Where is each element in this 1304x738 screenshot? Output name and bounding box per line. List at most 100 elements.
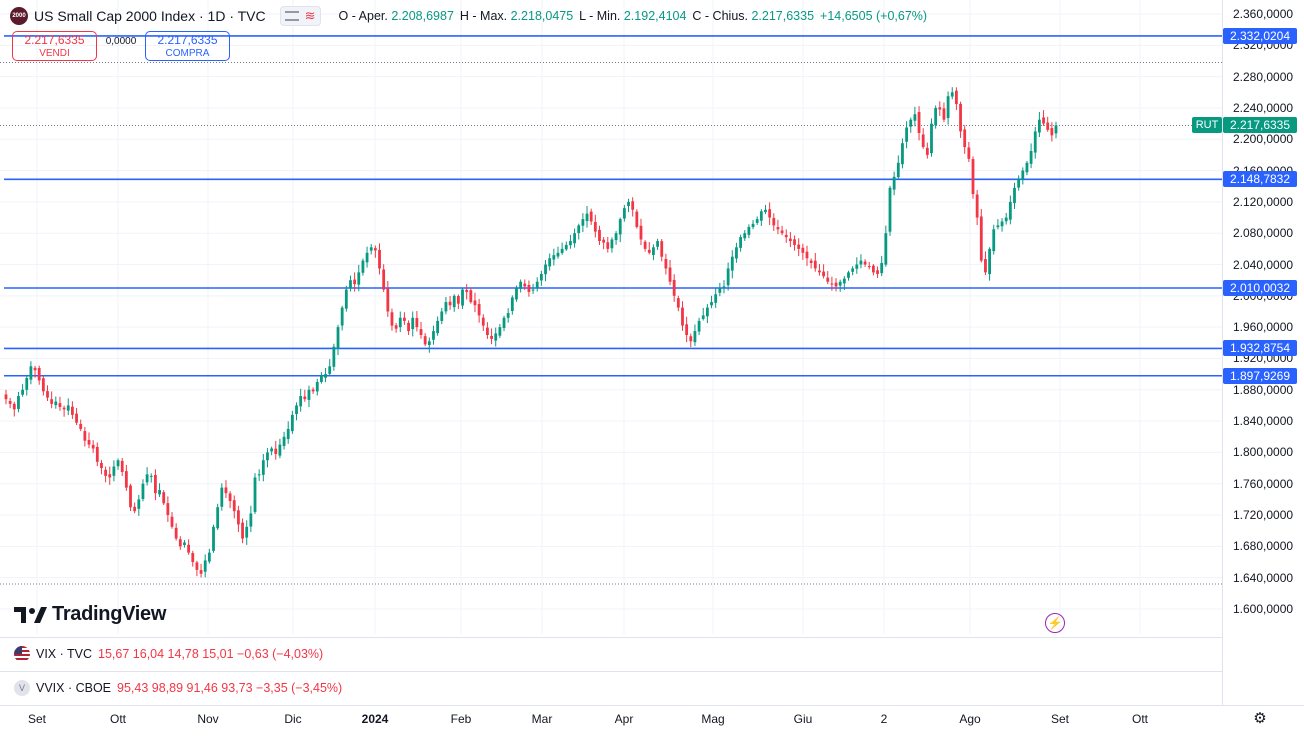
current-price-tag: 2.217,6335 [1223, 117, 1297, 134]
candle [419, 321, 423, 339]
sell-label: VENDI [39, 48, 70, 59]
candle [834, 278, 838, 292]
header-buttons: ≋ [279, 6, 321, 26]
candle [100, 459, 103, 475]
candle [714, 288, 718, 308]
time-axis[interactable]: Set Ott Nov Dic 2024 Feb Mar Apr Mag Giu 2 Ago Set Ot… [0, 705, 1304, 738]
candle [1021, 167, 1025, 185]
candle [83, 426, 87, 447]
lightning-icon[interactable]: ⚡ [1045, 613, 1065, 633]
candle [199, 563, 203, 578]
candle [963, 125, 967, 154]
candle [137, 494, 141, 516]
vvix-name[interactable]: VVIX · CBOE [36, 681, 112, 695]
tradingview-logo-text: TradingView [52, 603, 167, 625]
settings-gear-icon[interactable]: ⚙ [1253, 710, 1267, 727]
candle [697, 317, 701, 336]
candle [1029, 143, 1033, 169]
candle [108, 466, 112, 485]
candle [838, 279, 842, 292]
level-price-tag[interactable]: 2.148,7832 [1223, 171, 1297, 188]
tradingview-logo[interactable]: TradingView [14, 603, 166, 626]
candle [1004, 212, 1008, 225]
us-flag-icon [14, 646, 30, 662]
candle [203, 554, 207, 578]
candle [593, 214, 597, 238]
time-tick-label: Set [27, 712, 47, 726]
candle [772, 213, 776, 231]
symbol-title[interactable]: US Small Cap 2000 Index · 1D · TVC [34, 8, 266, 24]
ohlc-value-3: 2.217,6335 [751, 9, 815, 23]
price-tick-label: 2.200,0000 [1233, 132, 1294, 147]
candle [87, 432, 91, 449]
candle [656, 238, 659, 250]
candle [79, 419, 83, 432]
candle [539, 270, 543, 286]
candle [635, 209, 639, 229]
candle [627, 198, 630, 213]
vix-name[interactable]: VIX · TVC [36, 647, 93, 661]
candle [116, 458, 120, 470]
level-price-tag[interactable]: 1.897,9269 [1223, 367, 1297, 384]
candle [324, 367, 327, 383]
candle [473, 292, 477, 313]
candle [365, 246, 369, 268]
candle [639, 218, 643, 246]
chart-canvas[interactable] [0, 0, 1222, 705]
candle [336, 324, 340, 356]
buy-price: 2.217,6335 [157, 33, 218, 47]
ohlc-key-2: L - Min. [579, 9, 624, 23]
candle [801, 243, 805, 260]
price-tick-label: 1.760,0000 [1233, 476, 1294, 491]
candle [1025, 161, 1029, 176]
candle [768, 202, 772, 226]
candle [718, 282, 722, 297]
candle [705, 304, 709, 324]
candle [793, 235, 796, 251]
candle [502, 315, 506, 332]
candle [689, 333, 693, 348]
candle [672, 274, 676, 302]
candle [407, 320, 410, 336]
equals-icon[interactable] [284, 11, 299, 21]
candle [66, 398, 70, 416]
candle [527, 280, 531, 297]
candle [925, 142, 929, 159]
vix-values: 15,67 16,04 14,78 15,01 −0,63 (−4,03%) [98, 647, 324, 661]
level-price-tag[interactable]: 1.932,8754 [1223, 340, 1297, 357]
candle [41, 375, 45, 396]
candle [685, 316, 689, 343]
candle [133, 502, 137, 514]
price-tick-label: 2.240,0000 [1233, 100, 1294, 115]
level-price-tag[interactable]: 2.332,0204 [1223, 27, 1297, 44]
candle [564, 241, 568, 251]
candle [954, 87, 958, 111]
candle [710, 295, 713, 309]
level-price-tag[interactable]: 2.010,0032 [1223, 280, 1297, 296]
candle [909, 117, 913, 133]
candle [606, 237, 610, 253]
candle [274, 440, 278, 460]
candle [58, 396, 62, 411]
buy-button[interactable]: 2.217,6335 COMPRA [145, 31, 230, 61]
candle [510, 295, 514, 315]
candle [1046, 116, 1050, 132]
candle [494, 327, 498, 347]
candle [8, 397, 12, 409]
candle [124, 464, 128, 491]
candle [652, 244, 655, 261]
candle [780, 225, 784, 236]
price-axis[interactable]: 2.360,0000 2.320,0000 2.280,0000 2.240,0000… [1222, 0, 1304, 705]
candle [257, 469, 261, 481]
candle [797, 238, 801, 257]
candle [299, 388, 303, 412]
sell-button[interactable]: 2.217,6335 VENDI [12, 31, 97, 61]
candle [266, 448, 269, 468]
tradingview-logo-icon [14, 606, 47, 623]
wave-icon[interactable]: ≋ [304, 8, 316, 23]
candle [237, 505, 240, 533]
price-tick-label: 2.080,0000 [1233, 226, 1294, 241]
candle [261, 453, 265, 482]
time-tick-label: 2024 [361, 712, 389, 726]
candle [104, 466, 108, 483]
